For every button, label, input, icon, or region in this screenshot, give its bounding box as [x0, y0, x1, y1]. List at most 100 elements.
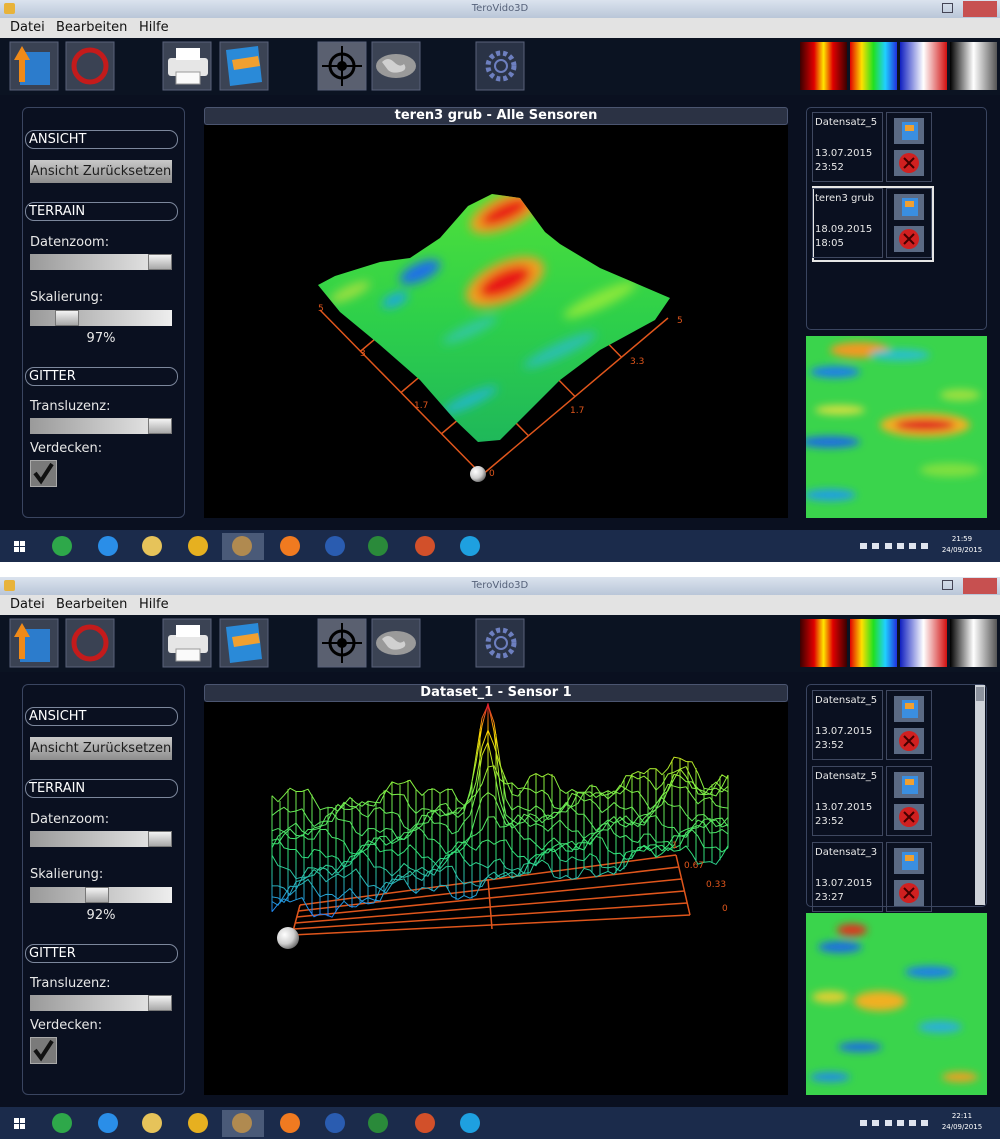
title-bar: TeroVido3D: [0, 577, 1000, 595]
delete-cross: [903, 735, 915, 747]
view-title-bar: Dataset_1 - Sensor 1: [204, 684, 788, 702]
taskbar-app[interactable]: [52, 536, 72, 556]
slider-thumb[interactable]: [85, 887, 109, 903]
taskbar-app[interactable]: [52, 1113, 72, 1133]
dataset-actions: [886, 842, 932, 912]
start-logo: [20, 547, 25, 552]
taskbar-app[interactable]: [325, 1113, 345, 1133]
dataset-item[interactable]: [812, 112, 883, 182]
taskbar-app[interactable]: [460, 536, 480, 556]
tray-icon: [909, 543, 916, 549]
taskbar-app[interactable]: [232, 536, 252, 556]
dataset-actions: [886, 690, 932, 760]
terrain-shade: [479, 265, 531, 299]
dataset-item[interactable]: [812, 188, 883, 258]
menu-item[interactable]: Bearbeiten: [56, 20, 128, 35]
menu-item[interactable]: Hilfe: [139, 20, 169, 35]
reset-button[interactable]: Ansicht Zurücksetzen: [30, 160, 172, 183]
terrain-shade: [442, 386, 498, 414]
taskbar-app[interactable]: [98, 1113, 118, 1133]
close-button[interactable]: [963, 1, 997, 17]
axis-label: 5: [677, 316, 683, 326]
section-header: TERRAIN: [25, 779, 178, 798]
slider-track[interactable]: [30, 418, 172, 434]
heatmap-blob: [806, 489, 856, 501]
load-icon-flag: [905, 855, 914, 861]
scrollbar[interactable]: [975, 685, 985, 905]
tray-icon: [885, 1120, 892, 1126]
taskbar-app[interactable]: [368, 1113, 388, 1133]
slider-thumb[interactable]: [148, 995, 172, 1011]
dataset-date: 13.07.2015: [815, 878, 873, 889]
menu-item[interactable]: Bearbeiten: [56, 597, 128, 612]
tool-button[interactable]: [475, 41, 525, 91]
taskbar-app[interactable]: [188, 536, 208, 556]
menu-item[interactable]: Datei: [10, 597, 45, 612]
dataset-date: 18.09.2015: [815, 224, 873, 235]
dataset-name: Datensatz_3: [815, 847, 878, 858]
minimize-button[interactable]: [905, 579, 929, 593]
taskbar-app[interactable]: [368, 536, 388, 556]
color-palette[interactable]: [950, 42, 997, 90]
dataset-time: 23:52: [815, 816, 844, 827]
mesh-line: [271, 819, 729, 904]
dataset-item[interactable]: [812, 766, 883, 836]
close-button[interactable]: [963, 578, 997, 594]
maximize-button[interactable]: [942, 3, 953, 13]
color-palette[interactable]: [950, 619, 997, 667]
slider-track[interactable]: [30, 310, 172, 326]
taskbar-app[interactable]: [415, 536, 435, 556]
load-icon-flag: [905, 125, 914, 131]
field-label: Transluzenz:: [30, 976, 111, 991]
dataset-item[interactable]: [812, 842, 883, 912]
taskbar-app[interactable]: [325, 536, 345, 556]
color-palette[interactable]: [900, 619, 947, 667]
taskbar-app[interactable]: [280, 536, 300, 556]
taskbar-app[interactable]: [188, 1113, 208, 1133]
slider-thumb[interactable]: [55, 310, 79, 326]
view-3d: 5 3 1.7 0 1.7 3.3 5: [204, 125, 788, 518]
taskbar: 22:11 24/09/2015: [0, 1107, 1000, 1139]
minimize-button[interactable]: [905, 2, 929, 16]
color-palette[interactable]: [900, 42, 947, 90]
taskbar-app[interactable]: [280, 1113, 300, 1133]
color-palette[interactable]: [800, 619, 847, 667]
start-logo: [14, 547, 19, 552]
checkbox-check: [33, 462, 54, 485]
heatmap-blob: [905, 966, 955, 978]
record-icon: [71, 47, 109, 85]
maximize-button[interactable]: [942, 580, 953, 590]
heatmap-blob: [942, 1072, 978, 1082]
taskbar-app[interactable]: [415, 1113, 435, 1133]
tray-icon: [897, 1120, 904, 1126]
dataset-name: Datensatz_5: [815, 771, 878, 782]
axis-label: 0.67: [684, 861, 704, 871]
slider-thumb[interactable]: [148, 831, 172, 847]
taskbar-app[interactable]: [98, 536, 118, 556]
camera-sphere: [470, 466, 486, 482]
taskbar-app[interactable]: [232, 1113, 252, 1133]
terrain-shade: [399, 259, 441, 285]
slider-thumb[interactable]: [148, 254, 172, 270]
taskbar: 21:59 24/09/2015: [0, 530, 1000, 562]
tool-button[interactable]: [475, 618, 525, 668]
color-palette[interactable]: [800, 42, 847, 90]
slider-track[interactable]: [30, 831, 172, 847]
heatmap-preview: [806, 336, 987, 518]
slider-track[interactable]: [30, 254, 172, 270]
taskbar-app[interactable]: [460, 1113, 480, 1133]
terrain-shade: [523, 331, 597, 369]
dataset-item[interactable]: [812, 690, 883, 760]
menu-item[interactable]: Hilfe: [139, 597, 169, 612]
color-palette[interactable]: [850, 42, 897, 90]
scroll-thumb[interactable]: [976, 687, 984, 701]
dataset-icons: [894, 696, 924, 754]
menu-item[interactable]: Datei: [10, 20, 45, 35]
slider-track[interactable]: [30, 995, 172, 1011]
slider-thumb[interactable]: [148, 418, 172, 434]
taskbar-app[interactable]: [142, 1113, 162, 1133]
start-logo: [20, 1118, 25, 1123]
color-palette[interactable]: [850, 619, 897, 667]
taskbar-app[interactable]: [142, 536, 162, 556]
reset-button[interactable]: Ansicht Zurücksetzen: [30, 737, 172, 760]
